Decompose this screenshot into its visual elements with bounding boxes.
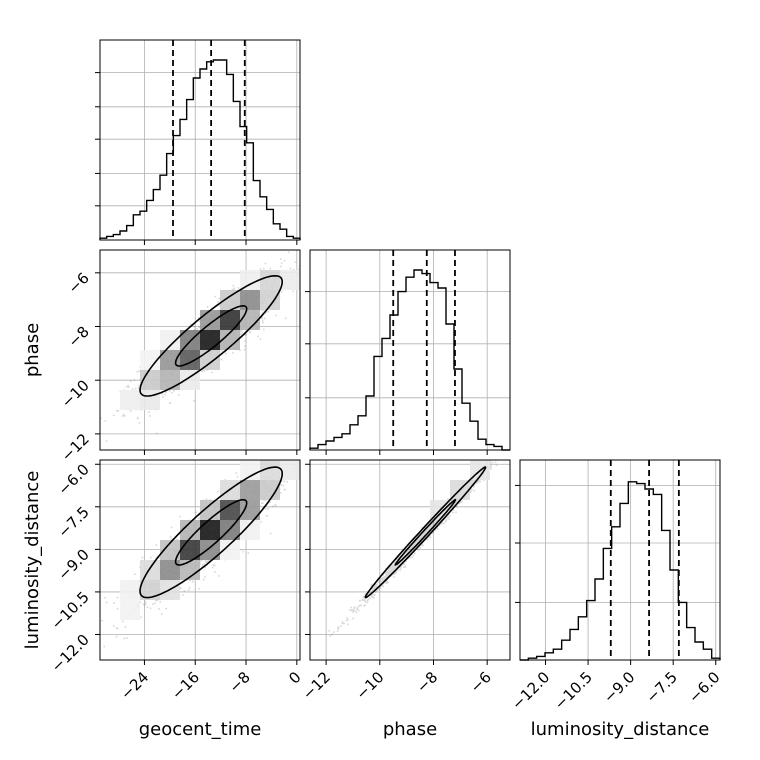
x-axis-label-luminosity-distance: luminosity_distance — [531, 719, 710, 740]
scatter-geocent-time-vs-luminosity-distance-density-cell — [260, 480, 280, 500]
y-axis-label-phase: phase — [22, 323, 43, 377]
y-tick-label-luminosity-distance: −7.5 — [54, 503, 92, 541]
scatter-geocent-time-vs-luminosity-distance-density-cell — [160, 540, 180, 560]
y-tick-label-luminosity-distance: −6.0 — [54, 460, 92, 498]
y-tick-label-phase: −8 — [64, 323, 92, 351]
hist-luminosity-distance-panel — [515, 459, 721, 665]
scatter-geocent-time-vs-luminosity-distance-contour-2-sigma — [139, 466, 284, 599]
hist-geocent-time-frame — [99, 39, 301, 241]
scatter-geocent-time-vs-luminosity-distance-contour-1-sigma — [174, 498, 248, 566]
hist-luminosity-distance-frame — [519, 459, 721, 661]
scatter-geocent-time-vs-luminosity-distance-density-cell — [180, 520, 200, 540]
scatter-geocent-time-vs-luminosity-distance-density-cell — [240, 480, 260, 500]
x-tick-label-phase: −8 — [413, 668, 441, 696]
scatter-geocent-time-vs-phase-density-cell — [140, 390, 160, 410]
scatter-geocent-time-vs-luminosity-distance-plot-area — [101, 460, 300, 648]
scatter-geocent-time-vs-luminosity-distance-density-cell — [280, 460, 300, 480]
x-tick-label-phase: −12 — [299, 668, 334, 703]
scatter-geocent-time-vs-luminosity-distance-density-cell — [200, 520, 220, 540]
scatter-geocent-time-vs-phase-density-cell — [200, 330, 220, 350]
scatter-geocent-time-vs-phase-density-cell — [200, 350, 220, 370]
hist-luminosity-distance-step — [520, 481, 721, 661]
x-tick-label-luminosity-distance: −7.5 — [643, 668, 681, 706]
scatter-geocent-time-vs-phase-density-cell — [220, 310, 240, 330]
x-tick-label-geocent-time: 0 — [285, 668, 304, 687]
scatter-geocent-time-vs-phase-density-cell — [180, 370, 200, 390]
scatter-geocent-time-vs-luminosity-distance-density-cell — [180, 560, 200, 580]
hist-geocent-time-panel — [95, 39, 301, 245]
scatter-geocent-time-vs-luminosity-distance-density-cell — [220, 500, 240, 520]
scatter-phase-vs-luminosity-distance-contour-1-sigma — [394, 498, 457, 566]
scatter-geocent-time-vs-luminosity-distance-density-cell — [240, 500, 260, 520]
scatter-geocent-time-vs-phase-density-cell — [260, 270, 280, 290]
scatter-geocent-time-vs-luminosity-distance-density-cell — [260, 460, 280, 480]
scatter-geocent-time-vs-luminosity-distance-density-cell — [200, 540, 220, 560]
scatter-geocent-time-vs-phase-plot-area — [100, 251, 300, 442]
y-tick-label-phase: −12 — [58, 430, 93, 465]
x-tick-label-phase: −10 — [353, 668, 388, 703]
scatter-geocent-time-vs-phase-density-cell — [160, 330, 180, 350]
scatter-phase-vs-luminosity-distance-contour-2-sigma — [364, 466, 487, 599]
scatter-geocent-time-vs-luminosity-distance-density-cell — [220, 540, 240, 560]
y-tick-label-luminosity-distance: −10.5 — [48, 588, 93, 633]
scatter-geocent-time-vs-phase-density-cell — [140, 350, 160, 370]
scatter-geocent-time-vs-phase-contour-1-sigma — [174, 304, 248, 367]
scatter-geocent-time-vs-phase-density-cell — [260, 290, 280, 310]
scatter-phase-vs-luminosity-distance-plot-area — [328, 460, 498, 637]
scatter-geocent-time-vs-luminosity-distance-frame — [99, 459, 301, 661]
scatter-geocent-time-vs-phase-frame — [99, 249, 301, 451]
scatter-geocent-time-vs-phase-density-cell — [240, 290, 260, 310]
hist-phase-frame — [309, 249, 511, 451]
hist-phase-step — [309, 269, 510, 451]
x-axis-label-phase: phase — [383, 719, 437, 740]
scatter-geocent-time-vs-phase-density-cell — [220, 330, 240, 350]
scatter-geocent-time-vs-luminosity-distance-density-cell — [120, 600, 140, 620]
x-tick-label-luminosity-distance: −10.5 — [551, 668, 596, 713]
scatter-geocent-time-vs-phase-density-cell — [280, 270, 300, 290]
scatter-geocent-time-vs-luminosity-distance-density-cell — [120, 580, 140, 600]
scatter-geocent-time-vs-phase-contour-2-sigma — [139, 274, 284, 397]
scatter-geocent-time-vs-phase-density-cell — [240, 270, 260, 290]
y-tick-label-luminosity-distance: −12.0 — [48, 631, 93, 676]
scatter-geocent-time-vs-luminosity-distance-density-cell — [140, 580, 160, 600]
scatter-phase-vs-luminosity-distance-frame — [309, 459, 511, 661]
scatter-geocent-time-vs-phase-density-cell — [200, 310, 220, 330]
x-tick-label-geocent-time: −8 — [225, 668, 253, 696]
scatter-geocent-time-vs-luminosity-distance-density-cell — [140, 560, 160, 580]
y-tick-label-phase: −6 — [64, 269, 92, 297]
scatter-geocent-time-vs-phase-panel — [95, 249, 301, 455]
x-tick-label-luminosity-distance: −12.0 — [508, 668, 553, 713]
scatter-geocent-time-vs-phase-density-cell — [160, 350, 180, 370]
scatter-geocent-time-vs-phase-density-cell — [220, 290, 240, 310]
hist-geocent-time-step — [99, 59, 301, 240]
scatter-geocent-time-vs-luminosity-distance-density-cell — [240, 460, 260, 480]
scatter-geocent-time-vs-luminosity-distance-density-cell — [240, 520, 260, 540]
x-tick-label-geocent-time: −24 — [117, 668, 152, 703]
x-tick-label-luminosity-distance: −6.0 — [685, 668, 723, 706]
y-tick-label-phase: −10 — [58, 376, 93, 411]
x-tick-label-phase: −6 — [467, 668, 495, 696]
scatter-geocent-time-vs-phase-density-cell — [180, 330, 200, 350]
hist-phase-panel — [305, 249, 511, 455]
scatter-phase-vs-luminosity-distance-panel — [305, 459, 511, 665]
x-axis-label-geocent-time: geocent_time — [139, 719, 262, 740]
scatter-phase-vs-luminosity-distance-samples — [328, 460, 498, 637]
scatter-geocent-time-vs-phase-density-cell — [120, 390, 140, 410]
y-tick-label-luminosity-distance: −9.0 — [54, 545, 92, 583]
y-axis-label-luminosity-distance: luminosity_distance — [22, 471, 43, 650]
x-tick-label-geocent-time: −16 — [168, 668, 203, 703]
scatter-geocent-time-vs-phase-density-cell — [140, 370, 160, 390]
scatter-geocent-time-vs-phase-density-cell — [180, 350, 200, 370]
scatter-geocent-time-vs-luminosity-distance-panel — [95, 459, 301, 665]
scatter-geocent-time-vs-phase-density-cell — [160, 370, 180, 390]
scatter-geocent-time-vs-luminosity-distance-density-cell — [160, 560, 180, 580]
x-tick-label-luminosity-distance: −9.0 — [600, 668, 638, 706]
